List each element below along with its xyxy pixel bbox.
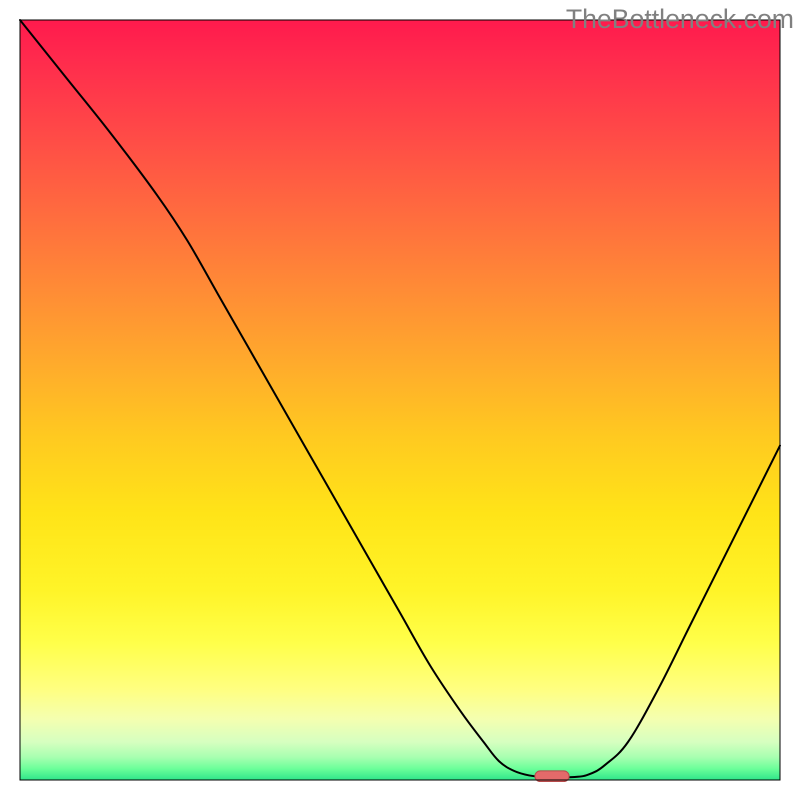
chart-container: TheBottleneck.com — [0, 0, 800, 800]
bottleneck-chart — [0, 0, 800, 800]
watermark-text: TheBottleneck.com — [566, 4, 794, 35]
plot-background — [20, 20, 780, 780]
